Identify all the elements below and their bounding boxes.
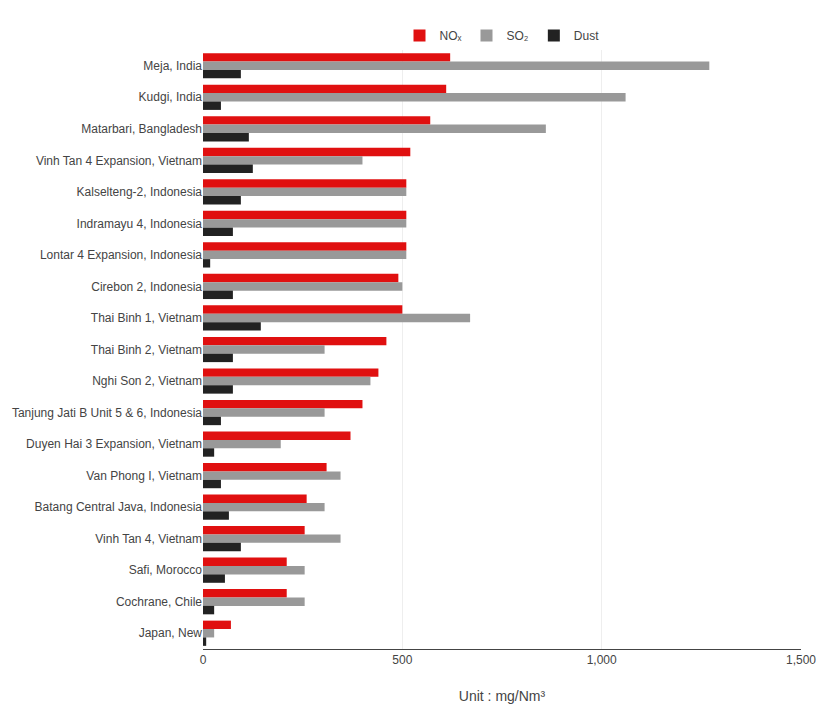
svg-text:Kudgi, India: Kudgi, India [139,90,203,104]
svg-text:Safi, Morocco: Safi, Morocco [129,563,203,577]
svg-text:Cochrane, Chile: Cochrane, Chile [116,595,202,609]
svg-text:SO₂: SO₂ [507,29,529,43]
svg-text:Kalselteng-2, Indonesia: Kalselteng-2, Indonesia [77,185,203,199]
svg-text:NOₓ: NOₓ [440,29,462,43]
svg-text:500: 500 [392,653,412,667]
svg-text:Thai Binh 2, Vietnam: Thai Binh 2, Vietnam [91,343,202,357]
svg-text:0: 0 [200,653,207,667]
svg-text:Vinh Tan 4 Expansion, Vietnam: Vinh Tan 4 Expansion, Vietnam [36,154,202,168]
svg-text:Unit : mg/Nm³: Unit : mg/Nm³ [459,688,546,704]
svg-text:Dust: Dust [574,29,599,43]
svg-text:Vinh Tan 4, Vietnam: Vinh Tan 4, Vietnam [95,532,202,546]
svg-text:Lontar 4 Expansion, Indonesia: Lontar 4 Expansion, Indonesia [40,248,202,262]
svg-text:Matarbari, Bangladesh: Matarbari, Bangladesh [81,122,202,136]
svg-text:Duyen Hai 3 Expansion, Vietnam: Duyen Hai 3 Expansion, Vietnam [26,437,202,451]
svg-text:Meja, India: Meja, India [143,59,202,73]
svg-text:Indramayu 4, Indonesia: Indramayu 4, Indonesia [77,217,203,231]
svg-text:Van Phong I, Vietnam: Van Phong I, Vietnam [86,469,202,483]
svg-text:Batang Central Java, Indonesia: Batang Central Java, Indonesia [35,500,203,514]
svg-text:Thai Binh 1, Vietnam: Thai Binh 1, Vietnam [91,311,202,325]
svg-text:Japan, New: Japan, New [139,626,203,640]
svg-text:1,000: 1,000 [587,653,617,667]
svg-text:Tanjung Jati B Unit 5 & 6, Ind: Tanjung Jati B Unit 5 & 6, Indonesia [12,406,202,420]
svg-text:Cirebon 2, Indonesia: Cirebon 2, Indonesia [91,280,202,294]
svg-text:Nghi Son 2, Vietnam: Nghi Son 2, Vietnam [92,374,202,388]
svg-text:1,500: 1,500 [786,653,816,667]
